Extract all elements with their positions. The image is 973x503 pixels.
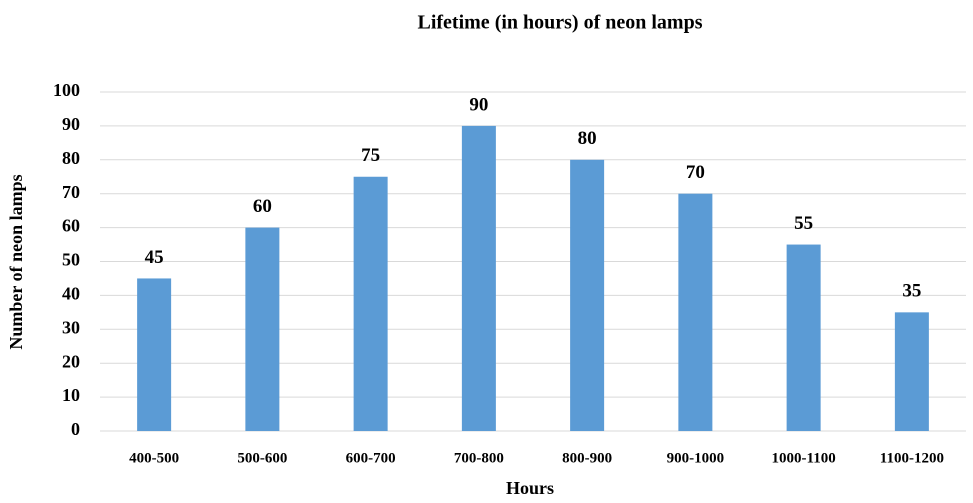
y-tick-label: 10 (62, 385, 80, 405)
value-label: 80 (578, 128, 597, 149)
y-tick-label: 50 (62, 250, 80, 270)
x-tick-label: 400-500 (129, 450, 179, 466)
y-tick-label: 100 (53, 80, 80, 100)
y-tick-label: 40 (62, 284, 80, 304)
y-tick-label: 60 (62, 216, 80, 236)
x-tick-label: 600-700 (346, 450, 396, 466)
x-tick-label: 1000-1100 (772, 450, 836, 466)
value-label: 35 (902, 281, 921, 302)
x-axis-label: Hours (506, 478, 554, 498)
chart: Lifetime (in hours) of neon lamps Hours … (0, 0, 973, 503)
y-tick-label: 0 (71, 419, 80, 439)
bar (354, 177, 388, 431)
value-label: 70 (686, 162, 705, 183)
x-tick-label: 1100-1200 (880, 450, 944, 466)
x-tick-label: 700-800 (454, 450, 504, 466)
bar (895, 312, 929, 431)
y-tick-label: 20 (62, 351, 80, 371)
bar (137, 278, 171, 431)
chart-title: Lifetime (in hours) of neon lamps (418, 12, 703, 34)
x-tick-label: 900-1000 (667, 450, 725, 466)
x-tick-label: 500-600 (237, 450, 287, 466)
bar (245, 228, 279, 431)
x-tick-label: 800-900 (562, 450, 612, 466)
y-tick-label: 30 (62, 317, 80, 337)
value-label: 90 (469, 94, 488, 115)
y-tick-label: 90 (62, 114, 80, 134)
value-label: 75 (361, 145, 380, 166)
y-tick-label: 80 (62, 148, 80, 168)
bar (462, 126, 496, 431)
value-label: 55 (794, 213, 813, 234)
value-label: 60 (253, 196, 272, 217)
y-tick-label: 70 (62, 182, 80, 202)
value-label: 45 (145, 247, 164, 268)
y-axis-label: Number of neon lamps (6, 174, 26, 349)
bar (678, 194, 712, 431)
bar (570, 160, 604, 431)
bar (787, 245, 821, 431)
